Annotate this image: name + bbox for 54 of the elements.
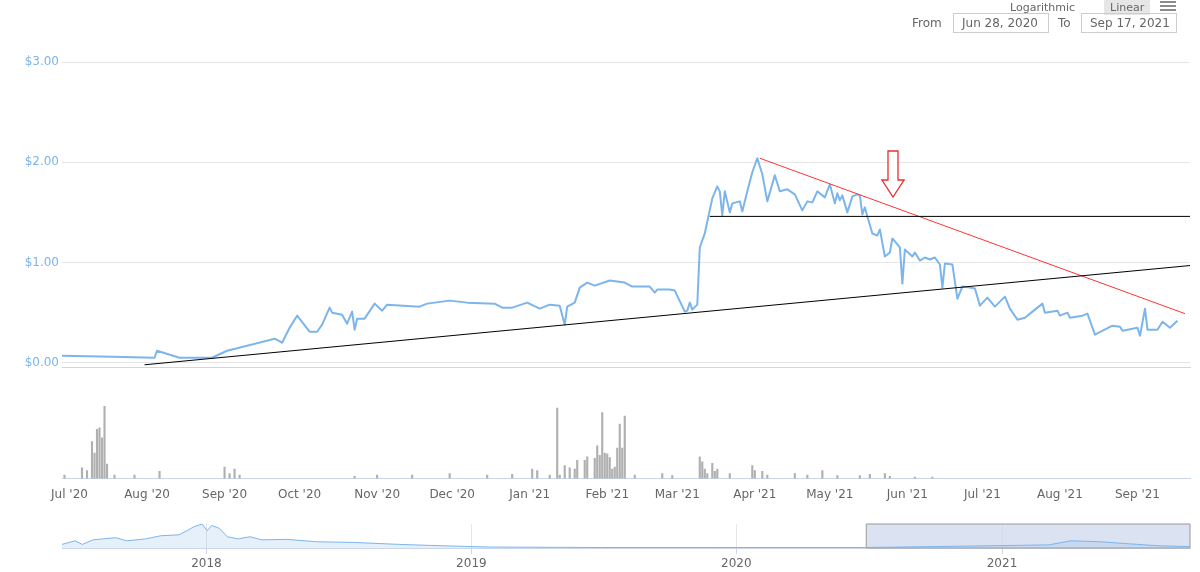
x-tick-label: Jul '21: [962, 486, 1001, 501]
bar: [586, 456, 589, 479]
bar: [576, 460, 579, 479]
x-tick-label: Aug '21: [1037, 486, 1083, 501]
bar: [133, 474, 136, 479]
x-tick-label: Oct '20: [278, 486, 322, 501]
bar: [751, 465, 754, 479]
bar: [158, 471, 161, 479]
bar: [63, 474, 66, 479]
x-tick-label: 2020: [721, 556, 752, 571]
bar: [618, 423, 621, 479]
bar: [228, 473, 231, 479]
y-tick-label: $1.00: [24, 254, 59, 269]
bar: [233, 468, 236, 479]
x-tick-label: Feb '21: [585, 486, 630, 501]
bar: [103, 406, 106, 479]
bar: [556, 407, 559, 479]
x-tick-label: Mar '21: [654, 486, 700, 501]
bar: [601, 412, 604, 479]
text: Sep 17, 2021: [1081, 13, 1177, 33]
y-tick-label: $3.00: [24, 54, 59, 69]
x-tick-label: Nov '20: [354, 486, 401, 501]
text: From: [912, 16, 942, 30]
x-tick-label: Sep '20: [202, 486, 248, 501]
x-tick-label: May '21: [806, 486, 854, 501]
y-tick-label: $2.00: [24, 154, 59, 169]
text: Logarithmic: [1010, 1, 1076, 14]
bar: [223, 466, 226, 479]
bar: [596, 445, 599, 479]
text: To: [1058, 16, 1071, 30]
bar: [623, 415, 626, 479]
x-tick-label: Apr '21: [733, 486, 777, 501]
x-tick-label: Jun '21: [885, 486, 928, 501]
bar: [698, 456, 701, 479]
x-tick-label: Dec '20: [429, 486, 475, 501]
x-tick-label: Sep '21: [1114, 486, 1160, 501]
x-tick-label: Jan '21: [508, 486, 551, 501]
text: Linear: [1104, 0, 1151, 15]
bar: [80, 467, 84, 479]
x-tick-label: 2019: [456, 556, 487, 571]
bar: [563, 465, 566, 479]
bar: [90, 441, 94, 479]
bar: [568, 467, 571, 479]
bar: [113, 474, 116, 479]
bar: [608, 457, 611, 479]
x-tick-label: Jul '20: [50, 486, 88, 501]
bar: [95, 428, 99, 479]
x-tick-label: Aug '20: [124, 486, 170, 501]
bar: [583, 460, 586, 479]
y-tick-label: $0.00: [24, 354, 59, 369]
x-tick-label: 2021: [986, 556, 1018, 571]
x-tick-label: 2018: [191, 556, 222, 571]
bar: [238, 474, 241, 479]
text: Jun 28, 2020: [953, 13, 1049, 33]
